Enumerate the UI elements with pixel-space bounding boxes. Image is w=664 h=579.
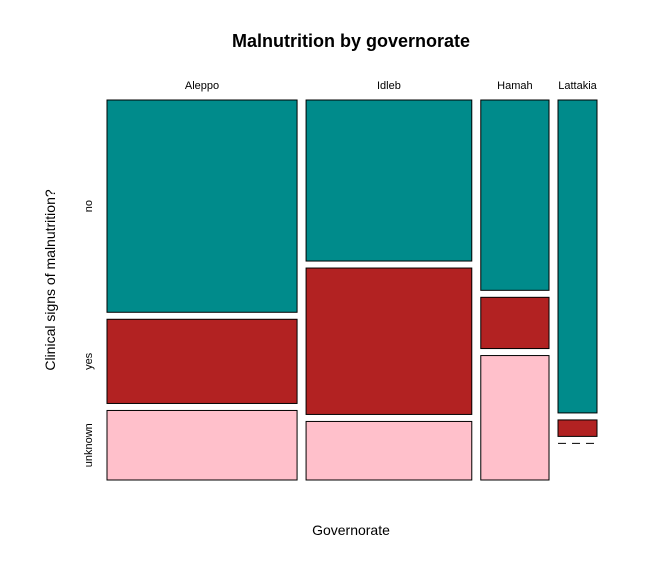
mosaic-cell-idleb-unknown xyxy=(305,420,473,481)
level-label-yes: yes xyxy=(83,352,95,370)
y-axis-label: Clinical signs of malnutrition? xyxy=(42,189,58,371)
mosaic-cell-aleppo-unknown xyxy=(106,409,298,481)
mosaic-cell-hamah-no xyxy=(480,99,550,291)
mosaic-cell-aleppo-no xyxy=(106,99,298,313)
category-label-aleppo: Aleppo xyxy=(185,80,219,92)
level-label-no: no xyxy=(83,200,95,212)
mosaic-cell-idleb-yes xyxy=(305,267,473,415)
level-label-unknown: unknown xyxy=(83,423,95,467)
category-labels: Aleppo Idleb Hamah Lattakia xyxy=(185,80,598,92)
mosaic-cell-aleppo-yes xyxy=(106,318,298,404)
level-labels: no yes unknown xyxy=(83,200,95,467)
category-label-lattakia: Lattakia xyxy=(558,80,597,92)
mosaic-cell-idleb-no xyxy=(305,99,473,262)
mosaic-cell-lattakia-yes xyxy=(557,419,598,437)
category-label-idleb: Idleb xyxy=(377,80,401,92)
mosaic-cell-hamah-unknown xyxy=(480,355,550,481)
chart-title: Malnutrition by governorate xyxy=(232,31,470,51)
category-label-hamah: Hamah xyxy=(497,80,532,92)
mosaic-cells xyxy=(106,99,598,481)
x-axis-label: Governorate xyxy=(312,522,390,538)
mosaic-cell-hamah-yes xyxy=(480,296,550,350)
mosaic-cell-lattakia-no xyxy=(557,99,598,414)
